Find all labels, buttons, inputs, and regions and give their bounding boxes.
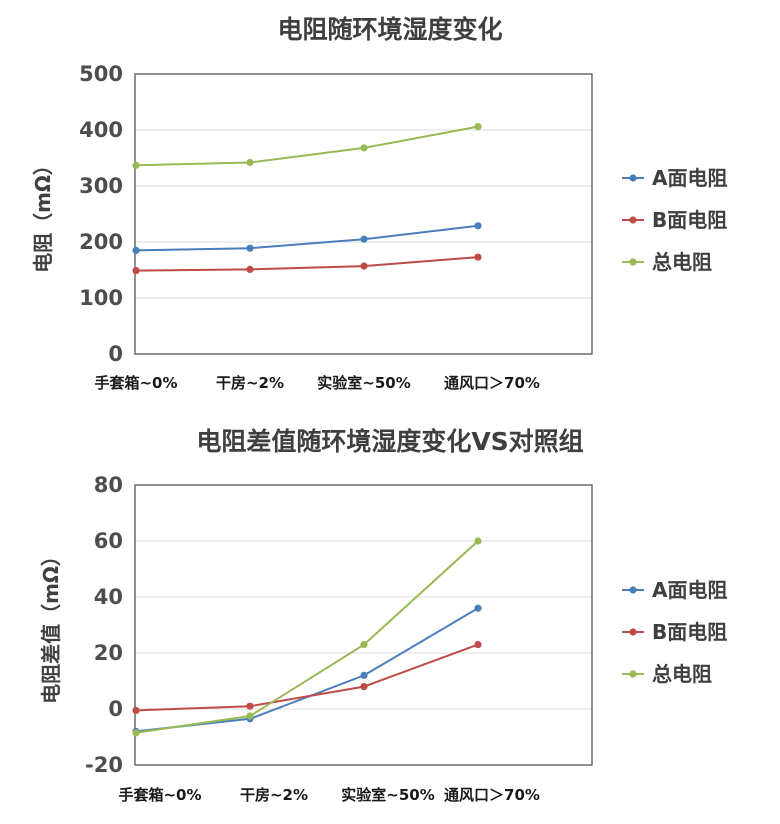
legend-swatch-marker <box>629 586 637 594</box>
data-point <box>360 641 368 649</box>
x-tick-label: 实验室~50% <box>341 786 434 804</box>
x-tick-label: 干房~2% <box>216 374 284 392</box>
legend-label: 总电阻 <box>652 662 712 686</box>
series-line-3 <box>135 540 479 734</box>
y-axis-title: 电阻差值（mΩ） <box>39 546 63 704</box>
data-point <box>474 641 482 649</box>
y-tick-label: 60 <box>94 529 123 553</box>
data-point <box>132 729 140 737</box>
data-point <box>360 235 368 243</box>
legend-item: B面电阻 <box>622 208 727 232</box>
series-line-2 <box>135 256 479 272</box>
data-point <box>132 267 140 275</box>
chart-title: 电阻差值随环境湿度变化VS对照组 <box>196 427 583 456</box>
y-tick-label: 400 <box>79 118 123 142</box>
chart-1: 电阻随环境湿度变化 0 100 200 300 400 500 电阻（mΩ） 手套箱~0% 干房~… <box>31 15 727 392</box>
x-tick-label: 手套箱~0% <box>94 374 177 392</box>
legend-label: A面电阻 <box>652 578 727 602</box>
data-point <box>474 123 482 131</box>
data-point <box>246 712 254 720</box>
plot-area <box>134 484 593 766</box>
data-point <box>132 706 140 715</box>
y-tick-label: 200 <box>79 230 123 254</box>
y-tick-label: 40 <box>94 585 123 609</box>
legend-label: A面电阻 <box>652 166 727 190</box>
data-point <box>246 702 254 710</box>
y-tick-label: 0 <box>108 342 123 366</box>
legend-swatch-marker <box>629 174 637 182</box>
legend-label: B面电阻 <box>652 208 727 232</box>
series-line-1 <box>135 607 479 733</box>
y-tick-label: 80 <box>94 473 123 497</box>
data-point <box>360 671 368 680</box>
y-tick-label: 0 <box>108 697 123 721</box>
legend-swatch-marker <box>629 258 637 266</box>
x-tick-label: 通风口＞70% <box>444 786 540 804</box>
x-tick-label: 手套箱~0% <box>118 786 201 804</box>
series-line-1 <box>135 224 479 252</box>
y-tick-label: 20 <box>94 641 123 665</box>
y-tick-label: -20 <box>85 753 123 777</box>
x-tick-label: 实验室~50% <box>317 374 410 392</box>
y-tick-label: 100 <box>79 286 123 310</box>
legend-item: B面电阻 <box>622 620 727 644</box>
data-point <box>246 244 254 252</box>
data-point <box>474 253 482 261</box>
legend-label: B面电阻 <box>652 620 727 644</box>
legend-item: 总电阻 <box>622 250 712 274</box>
data-point <box>132 161 140 169</box>
data-point <box>360 683 368 691</box>
data-point <box>474 222 482 230</box>
data-point <box>132 246 140 254</box>
series-line-3 <box>135 125 479 167</box>
chart-2: 电阻差值随环境湿度变化VS对照组 -20 0 20 40 60 80 电阻差值（mΩ） 手套箱~… <box>39 427 727 804</box>
data-point <box>246 158 254 167</box>
y-tick-label: 300 <box>79 174 123 198</box>
legend-swatch-marker <box>629 628 637 636</box>
chart-title: 电阻随环境湿度变化 <box>277 15 502 44</box>
y-tick-label: 500 <box>79 62 123 86</box>
legend-label: 总电阻 <box>652 250 712 274</box>
data-point <box>474 604 482 612</box>
x-tick-label: 通风口＞70% <box>444 374 540 392</box>
legend-item: A面电阻 <box>622 578 727 602</box>
data-point <box>360 144 368 152</box>
data-point <box>360 262 368 270</box>
y-axis-title: 电阻（mΩ） <box>31 155 55 273</box>
legend-item: 总电阻 <box>622 662 712 686</box>
data-point <box>474 537 482 545</box>
legend-item: A面电阻 <box>622 166 727 190</box>
data-point <box>246 265 254 273</box>
legend-swatch-marker <box>629 670 637 678</box>
series-line-2 <box>135 643 479 712</box>
x-tick-label: 干房~2% <box>240 786 308 804</box>
legend-swatch-marker <box>629 216 637 224</box>
plot-area <box>134 73 593 355</box>
